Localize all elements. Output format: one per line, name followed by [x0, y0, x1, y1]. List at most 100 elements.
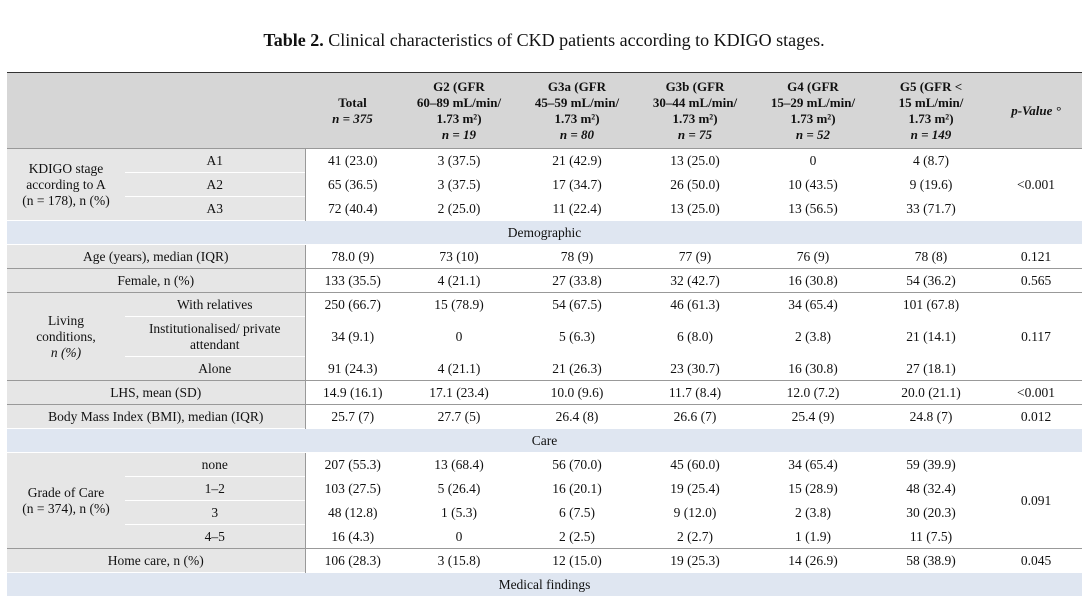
cell: 13 (25.0): [636, 149, 754, 173]
table-row: Grade of Care(n = 374), n (%) none 207 (…: [7, 453, 1082, 477]
cell: 72 (40.4): [305, 197, 400, 221]
cell: 13 (56.5): [754, 197, 872, 221]
cell: 26 (50.0): [636, 173, 754, 197]
cell: 16 (30.8): [754, 357, 872, 381]
row-label: Alone: [125, 357, 305, 381]
cell: 59 (39.9): [872, 453, 990, 477]
cell: 14 (26.9): [754, 549, 872, 573]
cell: 12 (15.0): [518, 549, 636, 573]
header-pvalue: p-Value °: [990, 73, 1082, 149]
cell: 5 (26.4): [400, 477, 518, 501]
cell: 2 (2.5): [518, 525, 636, 549]
p-value: 0.117: [990, 293, 1082, 381]
cell: 9 (19.6): [872, 173, 990, 197]
cell: 4 (8.7): [872, 149, 990, 173]
cell: 133 (35.5): [305, 269, 400, 293]
cell: 21 (26.3): [518, 357, 636, 381]
row-label: A2: [125, 173, 305, 197]
caption-text: Clinical characteristics of CKD patients…: [328, 30, 824, 50]
row-label: A1: [125, 149, 305, 173]
cell: 24.8 (7): [872, 405, 990, 429]
cell: 54 (67.5): [518, 293, 636, 317]
table-row: Home care, n (%) 106 (28.3) 3 (15.8) 12 …: [7, 549, 1082, 573]
p-value: <0.001: [990, 149, 1082, 221]
cell: 15 (28.9): [754, 477, 872, 501]
cell: 21 (42.9): [518, 149, 636, 173]
cell: 46 (61.3): [636, 293, 754, 317]
cell: 1 (1.9): [754, 525, 872, 549]
p-value: 0.121: [990, 245, 1082, 269]
row-label: Age (years), median (IQR): [7, 245, 305, 269]
header-total: Total n = 375: [305, 73, 400, 149]
cell: 19 (25.4): [636, 477, 754, 501]
cell: 19 (25.3): [636, 549, 754, 573]
cell: 78 (8): [872, 245, 990, 269]
row-label: Institutionalised/ private attendant: [125, 317, 305, 357]
cell: 11 (7.5): [872, 525, 990, 549]
table-row: 3 48 (12.8) 1 (5.3) 6 (7.5) 9 (12.0) 2 (…: [7, 501, 1082, 525]
section-medical-findings: Medical findings: [7, 573, 1082, 596]
cell: 103 (27.5): [305, 477, 400, 501]
cell: 1 (5.3): [400, 501, 518, 525]
table-row: LHS, mean (SD) 14.9 (16.1) 17.1 (23.4) 1…: [7, 381, 1082, 405]
cell: 0: [400, 525, 518, 549]
section-care: Care: [7, 429, 1082, 453]
cell: 14.9 (16.1): [305, 381, 400, 405]
cell: 15 (78.9): [400, 293, 518, 317]
cell: 4 (21.1): [400, 269, 518, 293]
cell: 16 (20.1): [518, 477, 636, 501]
cell: 48 (12.8): [305, 501, 400, 525]
row-label: LHS, mean (SD): [7, 381, 305, 405]
cell: 10 (43.5): [754, 173, 872, 197]
cell: 27 (33.8): [518, 269, 636, 293]
cell: 23 (30.7): [636, 357, 754, 381]
cell: 41 (23.0): [305, 149, 400, 173]
cell: 2 (3.8): [754, 501, 872, 525]
cell: 26.4 (8): [518, 405, 636, 429]
section-row: Care: [7, 429, 1082, 453]
cell: 58 (38.9): [872, 549, 990, 573]
cell: 34 (9.1): [305, 317, 400, 357]
table-row: 1–2 103 (27.5) 5 (26.4) 16 (20.1) 19 (25…: [7, 477, 1082, 501]
cell: 2 (2.7): [636, 525, 754, 549]
cell: 17.1 (23.4): [400, 381, 518, 405]
cell: 16 (4.3): [305, 525, 400, 549]
cell: 6 (8.0): [636, 317, 754, 357]
p-value: <0.001: [990, 381, 1082, 405]
row-label: With relatives: [125, 293, 305, 317]
table-row: Female, n (%) 133 (35.5) 4 (21.1) 27 (33…: [7, 269, 1082, 293]
cell: 34 (65.4): [754, 293, 872, 317]
section-row: Medical findings: [7, 573, 1082, 596]
cell: 27 (18.1): [872, 357, 990, 381]
cell: 30 (20.3): [872, 501, 990, 525]
cell: 5 (6.3): [518, 317, 636, 357]
cell: 27.7 (5): [400, 405, 518, 429]
row-label: 1–2: [125, 477, 305, 501]
row-label: Body Mass Index (BMI), median (IQR): [7, 405, 305, 429]
table-row: A2 65 (36.5) 3 (37.5) 17 (34.7) 26 (50.0…: [7, 173, 1082, 197]
grade-group-label: Grade of Care(n = 374), n (%): [7, 453, 125, 549]
cell: 3 (37.5): [400, 149, 518, 173]
cell: 65 (36.5): [305, 173, 400, 197]
row-label: none: [125, 453, 305, 477]
cell: 33 (71.7): [872, 197, 990, 221]
table-row: Body Mass Index (BMI), median (IQR) 25.7…: [7, 405, 1082, 429]
cell: 78 (9): [518, 245, 636, 269]
table-row: 4–5 16 (4.3) 0 2 (2.5) 2 (2.7) 1 (1.9) 1…: [7, 525, 1082, 549]
cell: 21 (14.1): [872, 317, 990, 357]
cell: 13 (25.0): [636, 197, 754, 221]
table-row: Alone 91 (24.3) 4 (21.1) 21 (26.3) 23 (3…: [7, 357, 1082, 381]
cell: 32 (42.7): [636, 269, 754, 293]
section-row: Demographic: [7, 221, 1082, 245]
cell: 101 (67.8): [872, 293, 990, 317]
row-label: 4–5: [125, 525, 305, 549]
cell: 25.4 (9): [754, 405, 872, 429]
cell: 17 (34.7): [518, 173, 636, 197]
p-value: 0.565: [990, 269, 1082, 293]
